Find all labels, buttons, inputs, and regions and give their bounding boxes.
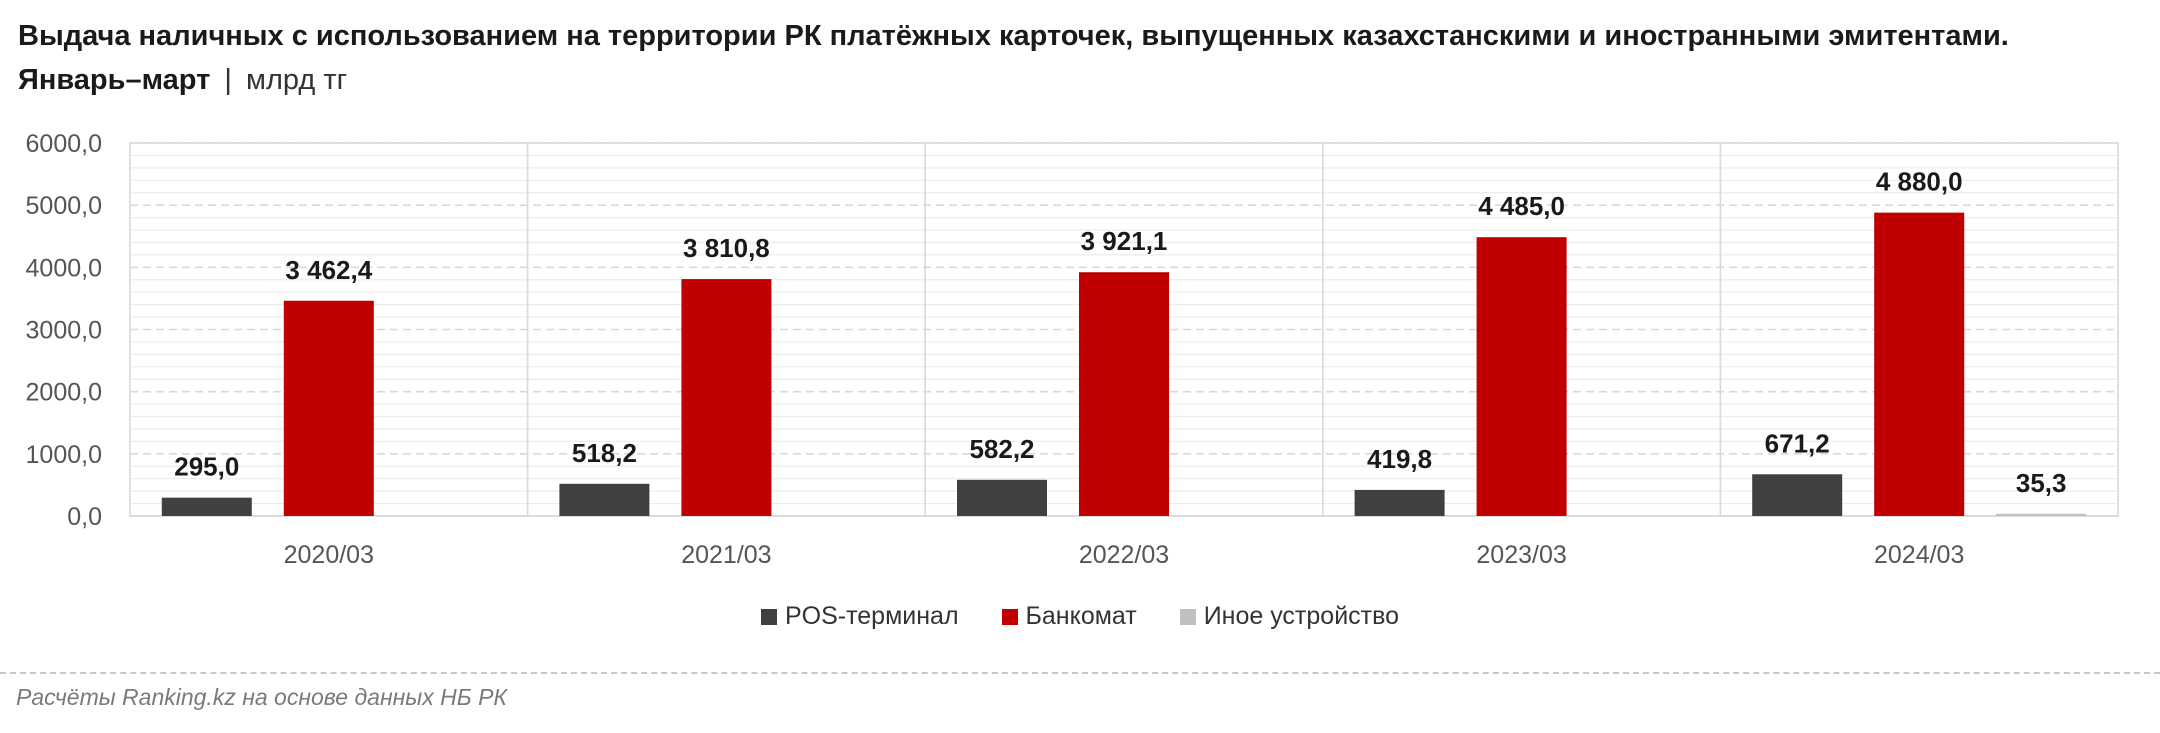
bar-other bbox=[1996, 513, 2087, 516]
data-label: 3 810,8 bbox=[683, 233, 770, 263]
bar-atm bbox=[1079, 272, 1169, 516]
y-tick-label: 0,0 bbox=[67, 503, 102, 531]
bar-atm bbox=[1874, 212, 1965, 517]
x-tick-label: 2020/03 bbox=[284, 541, 374, 569]
unit-label: млрд тг bbox=[246, 64, 348, 96]
bar-atm bbox=[1476, 237, 1567, 516]
x-tick-label: 2023/03 bbox=[1476, 541, 1566, 569]
bar-atm bbox=[681, 279, 772, 516]
legend-label-other: Иное устройство bbox=[1203, 602, 1400, 630]
source-note: Расчёты Ranking.kz на основе данных НБ Р… bbox=[16, 684, 507, 710]
data-label: 3 462,4 bbox=[285, 255, 372, 285]
legend-swatch-other bbox=[1179, 608, 1196, 625]
data-label: 3 921,1 bbox=[1081, 226, 1168, 256]
bar-chart: 0,0 1000,0 2000,0 3000,0 4000,0 5000,0 6000,0 2… bbox=[26, 130, 2119, 569]
chart-title-text: Выдача наличных с использованием на терр… bbox=[18, 20, 2009, 96]
data-label: 295,0 bbox=[174, 452, 239, 482]
y-tick-label: 6000,0 bbox=[26, 130, 102, 158]
data-label: 582,2 bbox=[969, 434, 1034, 464]
y-tick-label: 1000,0 bbox=[26, 441, 102, 469]
bar-pos bbox=[161, 497, 252, 516]
legend-item-pos: POS-терминал bbox=[760, 602, 959, 631]
legend-label-atm: Банкомат bbox=[1025, 602, 1137, 630]
legend-swatch-pos bbox=[760, 608, 777, 625]
y-tick-label: 3000,0 bbox=[26, 317, 102, 345]
y-tick-label: 5000,0 bbox=[26, 192, 102, 220]
chart-legend: POS-терминал Банкомат Иное устройство bbox=[0, 602, 2160, 632]
legend-item-atm: Банкомат bbox=[1001, 602, 1137, 631]
legend-swatch-atm bbox=[1001, 608, 1018, 625]
chart-title: Выдача наличных с использованием на терр… bbox=[18, 14, 2118, 102]
bar-pos bbox=[559, 483, 650, 516]
data-label: 419,8 bbox=[1367, 444, 1432, 474]
x-tick-label: 2024/03 bbox=[1874, 541, 1964, 569]
data-label: 4 880,0 bbox=[1876, 167, 1963, 197]
footer-divider bbox=[0, 672, 2160, 674]
x-tick-label: 2022/03 bbox=[1079, 541, 1169, 569]
x-tick-label: 2021/03 bbox=[681, 541, 771, 569]
bar-pos bbox=[1354, 489, 1445, 516]
bar-pos bbox=[957, 479, 1047, 516]
legend-label-pos: POS-терминал bbox=[784, 602, 959, 630]
legend-item-other: Иное устройство bbox=[1179, 602, 1400, 631]
data-label: 518,2 bbox=[572, 438, 637, 468]
y-tick-label: 2000,0 bbox=[26, 379, 102, 407]
data-label: 4 485,0 bbox=[1478, 191, 1565, 221]
title-separator: | bbox=[224, 64, 232, 96]
bar-pos bbox=[1752, 474, 1843, 516]
bar-atm bbox=[283, 300, 374, 516]
data-label: 35,3 bbox=[2016, 468, 2067, 498]
y-tick-label: 4000,0 bbox=[26, 254, 102, 282]
data-label: 671,2 bbox=[1765, 428, 1830, 458]
